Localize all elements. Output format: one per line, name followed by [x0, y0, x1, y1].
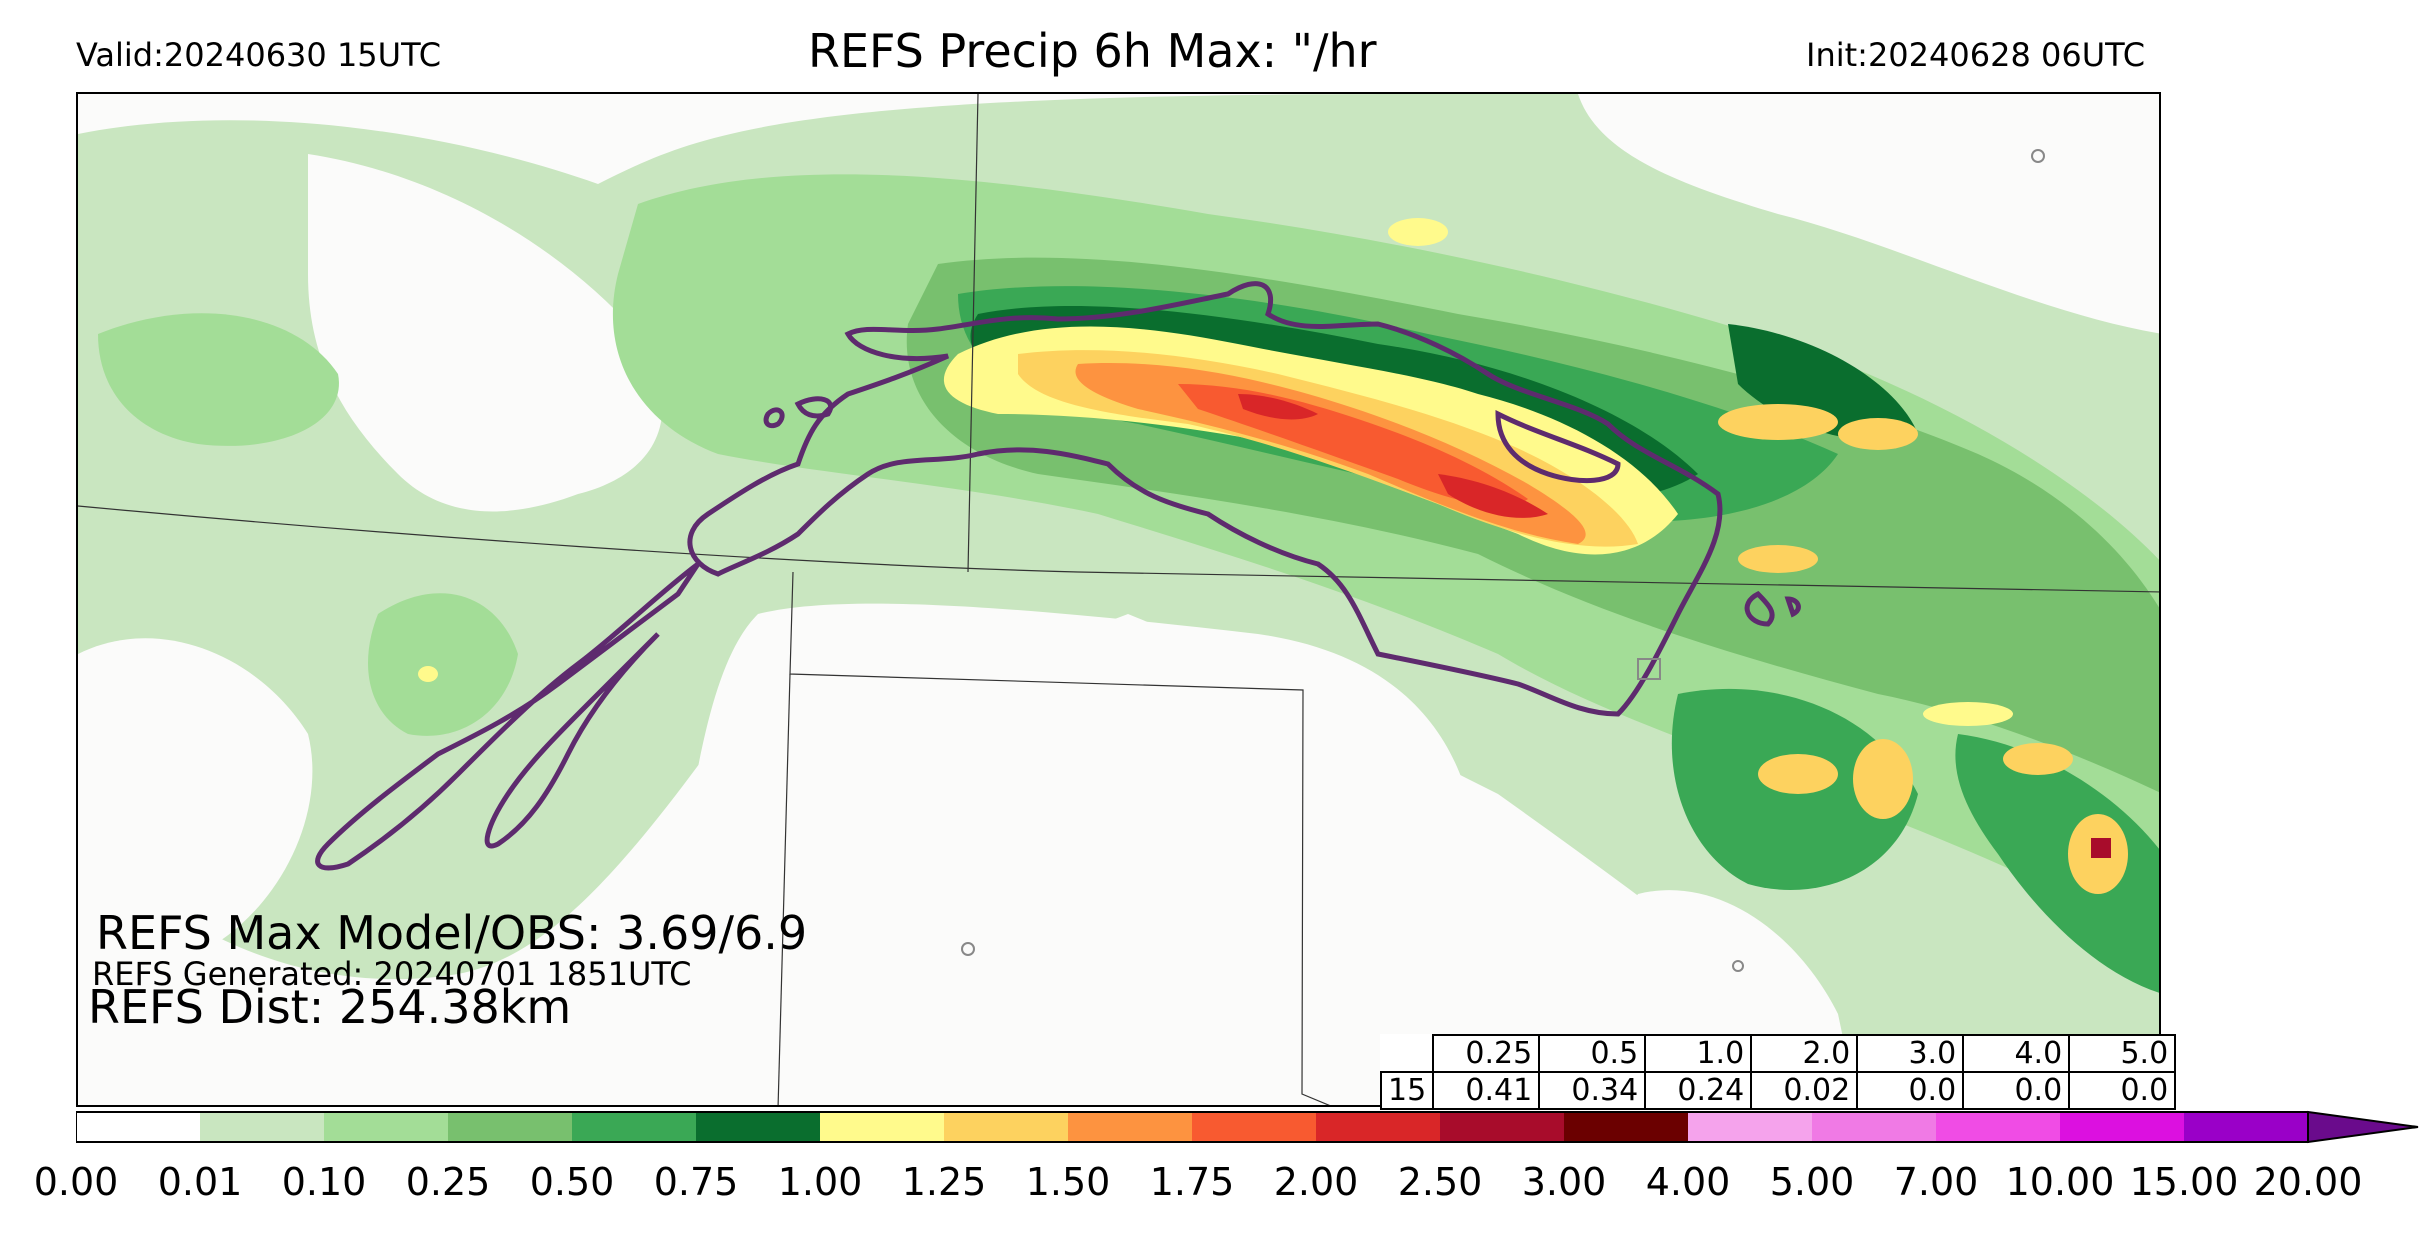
- colorbar-segment: [572, 1112, 696, 1142]
- value-cell: 0.34: [1538, 1071, 1647, 1110]
- value-cell: 0.41: [1432, 1071, 1541, 1110]
- colorbar-tick-label: 0.01: [157, 1160, 243, 1204]
- threshold-cell: 0.5: [1538, 1034, 1647, 1073]
- colorbar-tick-label: 0.00: [33, 1160, 119, 1204]
- colorbar-tick-label: 2.50: [1397, 1160, 1483, 1204]
- chart-title: REFS Precip 6h Max: "/hr: [808, 24, 1377, 78]
- generated-time-label: REFS Generated: 20240701 1851UTC: [92, 955, 692, 993]
- colorbar-segment: [200, 1112, 324, 1142]
- distance-label: REFS Dist: 254.38km: [88, 980, 572, 1034]
- colorbar-segment: [1068, 1112, 1192, 1142]
- value-cell: 0.0: [1962, 1071, 2071, 1110]
- station-markers: [961, 149, 2045, 972]
- value-row: 15 0.41 0.34 0.24 0.02 0.0 0.0 0.0: [1379, 1071, 2177, 1110]
- precip-map: [78, 94, 2159, 1105]
- precip-fill-layer: [78, 94, 2159, 1105]
- colorbar-tick-label: 2.00: [1273, 1160, 1359, 1204]
- colorbar-segment: [1688, 1112, 1812, 1142]
- colorbar-segment: [1316, 1112, 1440, 1142]
- colorbar-segment: [1192, 1112, 1316, 1142]
- threshold-cell: 3.0: [1856, 1034, 1965, 1073]
- value-cell: 0.0: [1856, 1071, 1965, 1110]
- colorbar-tick-label: 1.50: [1025, 1160, 1111, 1204]
- colorbar-tick-label: 10.00: [2005, 1160, 2115, 1204]
- colorbar-tick-label: 20.00: [2253, 1160, 2363, 1204]
- colorbar-tick-label: 3.00: [1521, 1160, 1607, 1204]
- colorbar-segment: [696, 1112, 820, 1142]
- colorbar-segment: [76, 1112, 200, 1142]
- colorbar-segment: [1440, 1112, 1564, 1142]
- colorbar-tick-label: 7.00: [1893, 1160, 1979, 1204]
- value-cell: 0.24: [1644, 1071, 1753, 1110]
- threshold-row: 0.25 0.5 1.0 2.0 3.0 4.0 5.0: [1381, 1034, 2177, 1073]
- colorbar-tick-label: 0.10: [281, 1160, 367, 1204]
- init-time-label: Init:20240628 06UTC: [1806, 36, 2146, 74]
- obs-contour-layer: [315, 281, 1801, 871]
- max-model-obs-label: REFS Max Model/OBS: 3.69/6.9: [96, 906, 808, 960]
- colorbar-tick-label: 0.25: [405, 1160, 491, 1204]
- colorbar-segment: [1564, 1112, 1688, 1142]
- colorbar-tick-label: 4.00: [1645, 1160, 1731, 1204]
- value-cell: 0.02: [1750, 1071, 1859, 1110]
- valid-time-label: Valid:20240630 15UTC: [76, 36, 442, 74]
- colorbar-tick-label: 1.25: [901, 1160, 987, 1204]
- threshold-cell: 1.0: [1644, 1034, 1753, 1073]
- colorbar-segment: [944, 1112, 1068, 1142]
- colorbar-segment: [1812, 1112, 1936, 1142]
- map-panel[interactable]: [76, 92, 2161, 1107]
- colorbar-segment: [820, 1112, 944, 1142]
- colorbar-tick-label: 0.75: [653, 1160, 739, 1204]
- colorbar-tick-label: 1.00: [777, 1160, 863, 1204]
- colorbar-frame: [76, 1111, 2309, 1143]
- threshold-cell: 2.0: [1750, 1034, 1859, 1073]
- threshold-stats-table: 0.25 0.5 1.0 2.0 3.0 4.0 5.0 15 0.41 0.3…: [1379, 1034, 2177, 1110]
- colorbar-segment: [2060, 1112, 2184, 1142]
- colorbar-tick-label: 1.75: [1149, 1160, 1235, 1204]
- threshold-cell: 4.0: [1962, 1034, 2071, 1073]
- colorbar-tick-label: 5.00: [1769, 1160, 1855, 1204]
- colorbar-extend-arrow: [2307, 1110, 2419, 1144]
- threshold-cell: 5.0: [2068, 1034, 2177, 1073]
- colorbar-segment: [324, 1112, 448, 1142]
- colorbar-tick-label: 0.50: [529, 1160, 615, 1204]
- colorbar-tick-label: 15.00: [2129, 1160, 2239, 1204]
- colorbar-segment: [2184, 1112, 2308, 1142]
- row-label-cell: 15: [1379, 1071, 1435, 1110]
- threshold-cell: 0.25: [1432, 1034, 1541, 1073]
- colorbar: [76, 1110, 2419, 1144]
- value-cell: 0.0: [2068, 1071, 2177, 1110]
- colorbar-segment: [1936, 1112, 2060, 1142]
- colorbar-segment: [448, 1112, 572, 1142]
